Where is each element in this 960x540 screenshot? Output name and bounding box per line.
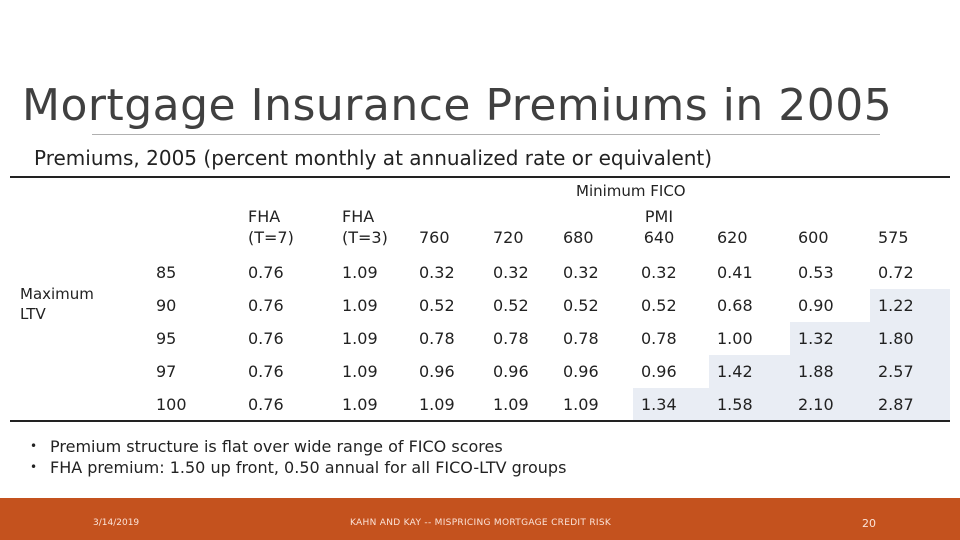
premium-cell: 1.09: [342, 329, 378, 348]
footer-title: KAHN AND KAY -- MISPRICING MORTGAGE CRED…: [350, 518, 612, 528]
footer-bar: [0, 498, 960, 540]
column-header-line1: [717, 206, 748, 227]
column-header: FHA (T=3): [342, 206, 388, 248]
premium-cell: 2.87: [870, 388, 950, 421]
column-header-line2: (T=7): [248, 228, 294, 247]
ltv-cell: 90: [156, 296, 177, 315]
premium-cell: 0.32: [563, 263, 599, 282]
column-header: 600: [798, 206, 829, 248]
column-header: 720: [493, 206, 524, 248]
column-header: FHA (T=7): [248, 206, 294, 248]
premium-cell: 0.72: [878, 263, 914, 282]
premium-cell: 1.22: [870, 289, 950, 322]
column-header: 760: [419, 206, 450, 248]
premium-cell: 1.80: [870, 322, 950, 355]
title-underline: [92, 134, 880, 135]
note-item: Premium structure is flat over wide rang…: [30, 436, 566, 457]
premium-cell: 0.52: [563, 296, 599, 315]
premium-cell: 1.09: [563, 395, 599, 414]
premium-cell: 0.32: [641, 263, 677, 282]
premium-cell: 1.09: [419, 395, 455, 414]
premium-cell: 0.78: [419, 329, 455, 348]
premium-cell: 1.88: [790, 355, 870, 388]
premium-cell: 0.96: [641, 362, 677, 381]
premium-cell: 0.52: [641, 296, 677, 315]
column-header-line2: 620: [717, 228, 748, 247]
premium-cell: 0.96: [493, 362, 529, 381]
column-header: 620: [717, 206, 748, 248]
footer-date: 3/14/2019: [93, 518, 140, 528]
premium-cell: 0.53: [798, 263, 834, 282]
column-header-line2: 575: [878, 228, 909, 247]
premium-cell: 2.10: [790, 388, 870, 421]
column-header-line1: [563, 206, 594, 227]
column-header-line2: 760: [419, 228, 450, 247]
column-group-label: Minimum FICO: [576, 182, 686, 200]
premium-cell: 1.09: [342, 263, 378, 282]
premium-cell: 0.78: [641, 329, 677, 348]
premium-cell: 0.32: [419, 263, 455, 282]
premium-cell: 2.57: [870, 355, 950, 388]
premium-cell: 0.96: [563, 362, 599, 381]
premium-cell: 0.41: [717, 263, 753, 282]
premium-cell: 1.58: [709, 388, 790, 421]
premium-cell: 1.34: [633, 388, 709, 421]
column-header-line1: [419, 206, 450, 227]
premium-cell: 1.09: [342, 395, 378, 414]
premium-cell: 0.96: [419, 362, 455, 381]
column-header-line1: PMI: [644, 207, 674, 226]
premium-cell: 1.42: [709, 355, 790, 388]
column-header-line2: 720: [493, 228, 524, 247]
premium-cell: 0.76: [248, 263, 284, 282]
column-header-line2: 600: [798, 228, 829, 247]
column-header: 680: [563, 206, 594, 248]
premium-cell: 0.32: [493, 263, 529, 282]
premium-cell: 1.09: [493, 395, 529, 414]
premium-cell: 0.52: [419, 296, 455, 315]
column-header: PMI 640: [641, 206, 677, 248]
column-header: 575: [878, 206, 909, 248]
ltv-cell: 85: [156, 263, 177, 282]
column-header-line1: FHA: [342, 207, 375, 226]
premium-cell: 0.78: [493, 329, 529, 348]
premium-cell: 0.78: [563, 329, 599, 348]
column-header-line2: (T=3): [342, 228, 388, 247]
premium-cell: 0.76: [248, 296, 284, 315]
ltv-cell: 100: [156, 395, 187, 414]
column-header-line1: [878, 206, 909, 227]
premium-cell: 0.90: [798, 296, 834, 315]
notes-list: Premium structure is flat over wide rang…: [30, 436, 566, 478]
premium-cell: 0.76: [248, 329, 284, 348]
ltv-cell: 97: [156, 362, 177, 381]
table-caption: Premiums, 2005 (percent monthly at annua…: [34, 146, 713, 170]
premium-cell: 1.09: [342, 362, 378, 381]
premium-cell: 0.52: [493, 296, 529, 315]
ltv-cell: 95: [156, 329, 177, 348]
column-header-line2: 680: [563, 228, 594, 247]
table-top-rule: [10, 176, 950, 178]
slide-title: Mortgage Insurance Premiums in 2005: [22, 80, 893, 131]
column-header-line1: [493, 206, 524, 227]
premium-cell: 1.09: [342, 296, 378, 315]
column-header-line1: FHA: [248, 207, 281, 226]
premium-cell: 0.76: [248, 362, 284, 381]
table-bottom-rule: [10, 420, 950, 422]
row-group-label: Maximum LTV: [20, 285, 94, 323]
premium-cell: 1.00: [717, 329, 753, 348]
column-header-line2: 640: [643, 228, 675, 247]
premium-cell: 0.68: [717, 296, 753, 315]
premium-cell: 1.32: [790, 322, 870, 355]
page-number: 20: [862, 517, 876, 530]
note-item: FHA premium: 1.50 up front, 0.50 annual …: [30, 457, 566, 478]
premium-cell: 0.76: [248, 395, 284, 414]
column-header-line1: [798, 206, 829, 227]
